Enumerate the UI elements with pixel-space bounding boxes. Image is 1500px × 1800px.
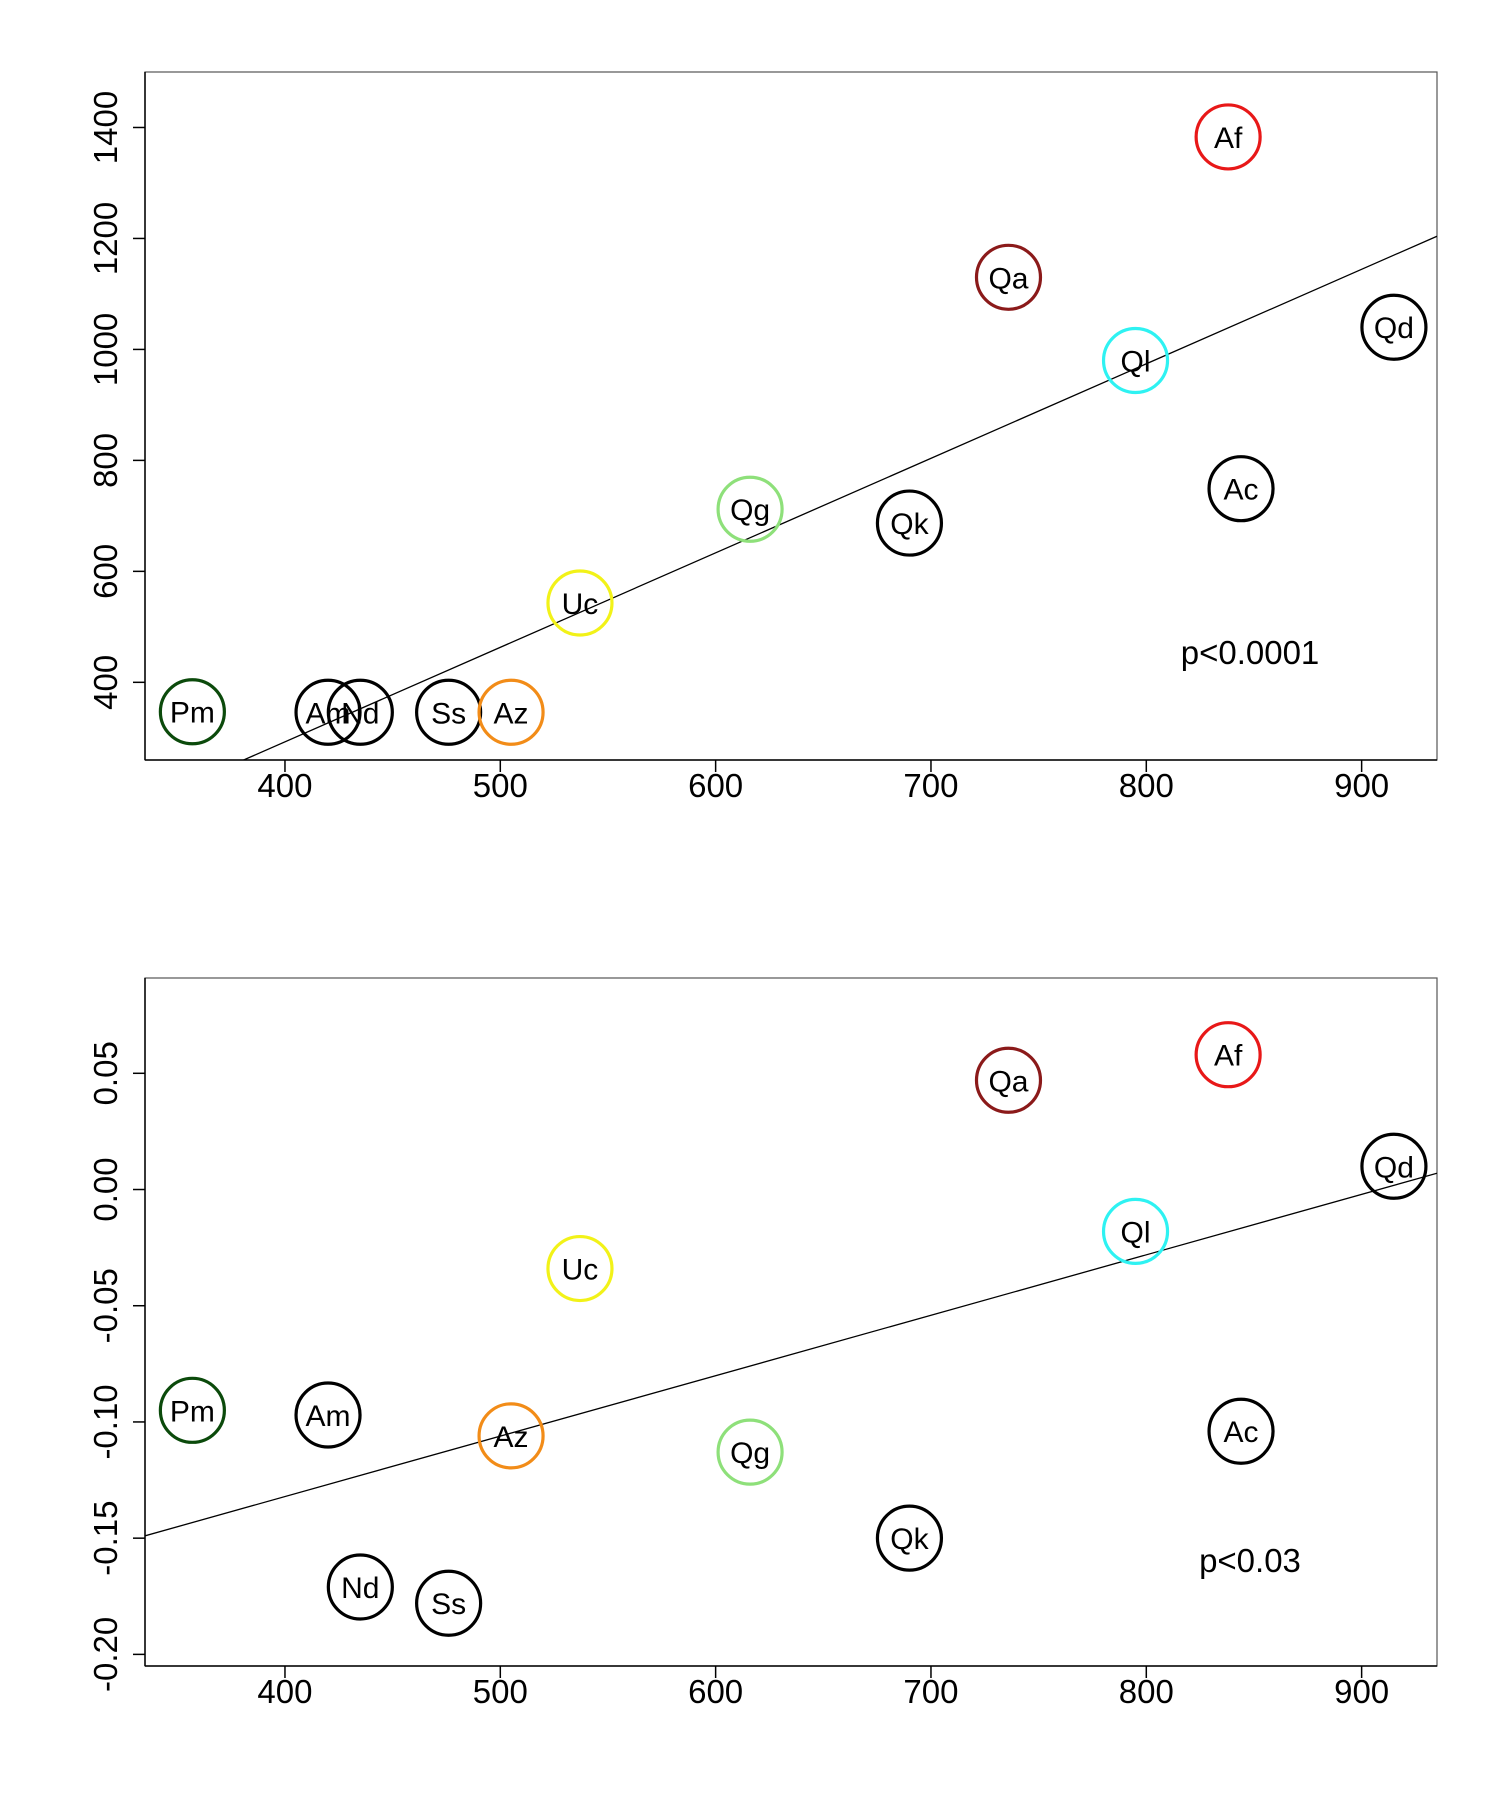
- point-label-ql: Ql: [1121, 346, 1151, 379]
- point-label-ss: Ss: [431, 1588, 466, 1621]
- point-label-ac: Ac: [1224, 1416, 1259, 1449]
- point-label-af: Af: [1214, 1040, 1243, 1073]
- point-label-qk: Qk: [890, 1523, 929, 1556]
- point-label-am: Am: [306, 1400, 351, 1433]
- x-tick-label: 500: [473, 1673, 528, 1710]
- x-tick-label: 600: [688, 1673, 743, 1710]
- point-marker-qk: [875, 489, 944, 557]
- point-label-pm: Pm: [170, 1395, 215, 1428]
- y-tick-label: -0.10: [87, 1384, 124, 1459]
- point-marker-az: [477, 1402, 545, 1470]
- point-label-qg: Qg: [730, 494, 770, 527]
- point-marker-am: [294, 1381, 362, 1449]
- x-tick-label: 500: [473, 767, 528, 804]
- point-label-pm: Pm: [170, 697, 215, 730]
- point-marker-uc: [546, 1234, 614, 1303]
- point-marker-az: [477, 678, 545, 746]
- point-marker-qk: [875, 1504, 944, 1572]
- point-marker-af: [1194, 103, 1262, 171]
- point-marker-ss: [415, 1569, 483, 1637]
- top-scatter-panel: 400 500 600 700 800 900 400 600 800 1000 1200 1400 P…: [87, 71, 1438, 804]
- point-marker-qa: [974, 243, 1043, 311]
- point-label-qa: Qa: [988, 1065, 1028, 1098]
- point-marker-qg: [716, 1418, 784, 1486]
- x-tick-label: 600: [688, 767, 743, 804]
- point-marker-nd: [326, 1553, 394, 1621]
- y-tick-label: 800: [87, 433, 124, 488]
- y-tick-label: 400: [87, 655, 124, 710]
- point-label-az: Az: [494, 697, 529, 730]
- point-label-af: Af: [1214, 122, 1243, 155]
- y-tick-label: 0.00: [87, 1157, 124, 1221]
- point-label-qk: Qk: [890, 508, 929, 541]
- x-tick-label: 700: [903, 1673, 958, 1710]
- point-marker-qd: [1360, 1132, 1428, 1200]
- x-tick-label: 400: [257, 1673, 312, 1710]
- point-label-uc: Uc: [562, 1254, 599, 1287]
- point-label-az: Az: [494, 1421, 529, 1454]
- point-label-qa: Qa: [988, 262, 1028, 295]
- x-tick-label: 700: [903, 767, 958, 804]
- point-label-ac: Ac: [1224, 474, 1259, 507]
- point-marker-uc: [546, 569, 614, 637]
- point-marker-ql: [1101, 1197, 1170, 1265]
- point-label-qd: Qd: [1374, 1151, 1414, 1184]
- point-marker-ql: [1101, 326, 1170, 395]
- x-tick-label: 800: [1119, 767, 1174, 804]
- y-tick-label: -0.15: [87, 1501, 124, 1576]
- p-value-annotation: p<0.0001: [1181, 634, 1320, 671]
- point-marker-am: [294, 678, 362, 746]
- p-value-annotation: p<0.03: [1199, 1542, 1301, 1579]
- point-marker-pm: [158, 1376, 226, 1444]
- point-marker-qd: [1360, 293, 1428, 361]
- point-marker-af: [1194, 1021, 1262, 1089]
- point-marker-pm: [158, 678, 226, 746]
- trend-line: [145, 1172, 1437, 1537]
- y-tick-label: 0.05: [87, 1041, 124, 1105]
- y-tick-label: 1200: [87, 202, 124, 275]
- x-tick-label: 900: [1334, 1673, 1389, 1710]
- point-label-qg: Qg: [730, 1437, 770, 1470]
- point-label-ss: Ss: [431, 697, 466, 730]
- y-tick-label: 600: [87, 544, 124, 599]
- point-label-qd: Qd: [1374, 312, 1414, 345]
- y-tick-label: 1400: [87, 91, 124, 164]
- point-marker-nd: [326, 678, 394, 746]
- y-tick-label: -0.05: [87, 1268, 124, 1343]
- point-marker-qa: [974, 1046, 1043, 1114]
- bottom-scatter-panel: 400 500 600 700 800 900 -0.20 -0.15 -0.10 -0.05 0.…: [87, 977, 1438, 1710]
- point-label-uc: Uc: [562, 588, 599, 621]
- y-tick-label: 1000: [87, 313, 124, 386]
- point-marker-qg: [716, 475, 784, 543]
- x-tick-label: 800: [1119, 1673, 1174, 1710]
- point-marker-ac: [1207, 1397, 1275, 1465]
- point-label-nd: Nd: [341, 697, 379, 730]
- point-label-nd: Nd: [341, 1572, 379, 1605]
- x-tick-label: 900: [1334, 767, 1389, 804]
- x-tick-label: 400: [257, 767, 312, 804]
- y-tick-label: -0.20: [87, 1617, 124, 1692]
- point-marker-ac: [1207, 455, 1275, 523]
- point-label-ql: Ql: [1121, 1216, 1151, 1249]
